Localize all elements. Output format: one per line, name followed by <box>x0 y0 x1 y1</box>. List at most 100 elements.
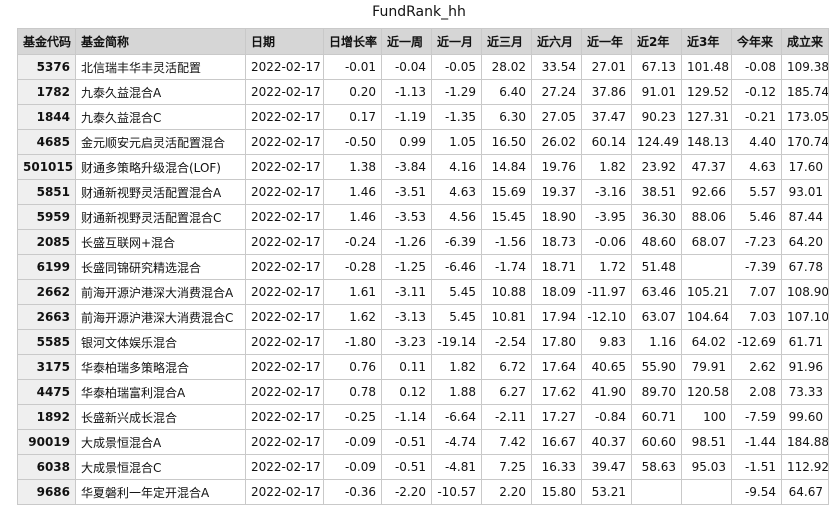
table-row: 2663 前海开源沪港深大消费混合C 2022-02-17 1.62 -3.13 5.45… <box>17 304 829 330</box>
page-title: FundRank_hh <box>372 4 466 20</box>
date-cell: 2022-02-17 <box>245 54 324 80</box>
value-cell: 112.92 <box>781 454 829 480</box>
column-header[interactable]: 成立来 <box>781 28 829 55</box>
value-cell: -3.23 <box>381 329 432 355</box>
value-cell: 17.60 <box>781 154 829 180</box>
value-cell: -1.44 <box>731 429 782 455</box>
table-row: 5585 银河文体娱乐混合 2022-02-17 -1.80 -3.23 -19.14 -2… <box>17 329 829 355</box>
value-cell: 2.62 <box>731 354 782 380</box>
column-header[interactable]: 基金代码 <box>17 28 76 55</box>
value-cell: 120.58 <box>681 379 732 405</box>
value-cell: 19.76 <box>531 154 582 180</box>
value-cell: 1.62 <box>323 304 382 330</box>
value-cell: 100 <box>681 404 732 430</box>
value-cell: -0.24 <box>323 229 382 255</box>
value-cell: -7.23 <box>731 229 782 255</box>
value-cell: -0.36 <box>323 479 382 505</box>
value-cell: 0.76 <box>323 354 382 380</box>
value-cell: 68.07 <box>681 229 732 255</box>
column-header[interactable]: 基金简称 <box>75 28 246 55</box>
column-header[interactable]: 近三月 <box>481 28 532 55</box>
value-cell: 39.47 <box>581 454 632 480</box>
value-cell: 93.01 <box>781 179 829 205</box>
value-cell: -11.97 <box>581 279 632 305</box>
value-cell: -3.16 <box>581 179 632 205</box>
value-cell: -1.56 <box>481 229 532 255</box>
value-cell: 170.74 <box>781 129 829 155</box>
value-cell: 6.30 <box>481 104 532 130</box>
fund-name-cell: 前海开源沪港深大消费混合C <box>75 304 246 330</box>
column-header[interactable]: 近2年 <box>631 28 682 55</box>
table-row: 6199 长盛同锦研究精选混合 2022-02-17 -0.28 -1.25 -6.46-… <box>17 254 829 280</box>
value-cell: 1.72 <box>581 254 632 280</box>
fund-name-cell: 财通新视野灵活配置混合A <box>75 179 246 205</box>
column-header[interactable]: 近六月 <box>531 28 582 55</box>
value-cell: 15.45 <box>481 204 532 230</box>
column-header[interactable]: 近一年 <box>581 28 632 55</box>
value-cell: -1.35 <box>431 104 482 130</box>
value-cell: 64.02 <box>681 329 732 355</box>
value-cell: 51.48 <box>631 254 682 280</box>
column-header[interactable]: 日期 <box>245 28 324 55</box>
date-cell: 2022-02-17 <box>245 129 324 155</box>
value-cell: 0.11 <box>381 354 432 380</box>
column-header[interactable]: 近一周 <box>381 28 432 55</box>
value-cell: -2.11 <box>481 404 532 430</box>
value-cell: -1.14 <box>381 404 432 430</box>
date-cell: 2022-02-17 <box>245 279 324 305</box>
table-row: 2085 长盛互联网+混合 2022-02-17 -0.24 -1.26 -6.39 -1.… <box>17 229 829 255</box>
fund-code-cell: 2662 <box>17 279 76 305</box>
value-cell: -7.39 <box>731 254 782 280</box>
column-header[interactable]: 近一月 <box>431 28 482 55</box>
fund-name-cell: 长盛同锦研究精选混合 <box>75 254 246 280</box>
value-cell: -1.74 <box>481 254 532 280</box>
value-cell: 105.21 <box>681 279 732 305</box>
value-cell: 27.05 <box>531 104 582 130</box>
value-cell: 37.47 <box>581 104 632 130</box>
date-cell: 2022-02-17 <box>245 379 324 405</box>
value-cell: 4.56 <box>431 204 482 230</box>
value-cell: 16.67 <box>531 429 582 455</box>
value-cell: 109.38 <box>781 54 829 80</box>
value-cell: -12.10 <box>581 304 632 330</box>
table-row: 3175 华泰柏瑞多策略混合 2022-02-17 0.76 0.11 1.82 6.72 1… <box>17 354 829 380</box>
value-cell: -4.81 <box>431 454 482 480</box>
value-cell: -3.13 <box>381 304 432 330</box>
fund-name-cell: 银河文体娱乐混合 <box>75 329 246 355</box>
value-cell: 37.86 <box>581 79 632 105</box>
value-cell: 64.67 <box>781 479 829 505</box>
value-cell: 18.71 <box>531 254 582 280</box>
value-cell: 88.06 <box>681 204 732 230</box>
fund-code-cell: 6038 <box>17 454 76 480</box>
date-cell: 2022-02-17 <box>245 229 324 255</box>
value-cell: 6.27 <box>481 379 532 405</box>
value-cell: -2.20 <box>381 479 432 505</box>
fund-code-cell: 5851 <box>17 179 76 205</box>
value-cell: 18.90 <box>531 204 582 230</box>
value-cell: -10.57 <box>431 479 482 505</box>
value-cell: 10.81 <box>481 304 532 330</box>
fund-name-cell: 财通新视野灵活配置混合C <box>75 204 246 230</box>
column-header[interactable]: 近3年 <box>681 28 732 55</box>
fund-name-cell: 大成景恒混合C <box>75 454 246 480</box>
column-header[interactable]: 日增长率 <box>323 28 382 55</box>
value-cell: 5.57 <box>731 179 782 205</box>
value-cell: 4.63 <box>431 179 482 205</box>
value-cell: -2.54 <box>481 329 532 355</box>
date-cell: 2022-02-17 <box>245 304 324 330</box>
table-body: 5376 北信瑞丰华丰灵活配置 2022-02-17 -0.01 -0.04 -0.05 2… <box>17 54 829 505</box>
value-cell: -0.08 <box>731 54 782 80</box>
value-cell: 0.20 <box>323 79 382 105</box>
fund-code-cell: 501015 <box>17 154 76 180</box>
date-cell: 2022-02-17 <box>245 154 324 180</box>
value-cell: 4.16 <box>431 154 482 180</box>
value-cell: -3.95 <box>581 204 632 230</box>
table-row: 4475 华泰柏瑞富利混合A 2022-02-17 0.78 0.12 1.88 6.27 1… <box>17 379 829 405</box>
value-cell <box>681 254 732 280</box>
column-header[interactable]: 今年来 <box>731 28 782 55</box>
value-cell: 148.13 <box>681 129 732 155</box>
value-cell: 67.78 <box>781 254 829 280</box>
value-cell: 1.82 <box>431 354 482 380</box>
value-cell: 63.46 <box>631 279 682 305</box>
value-cell: 73.33 <box>781 379 829 405</box>
